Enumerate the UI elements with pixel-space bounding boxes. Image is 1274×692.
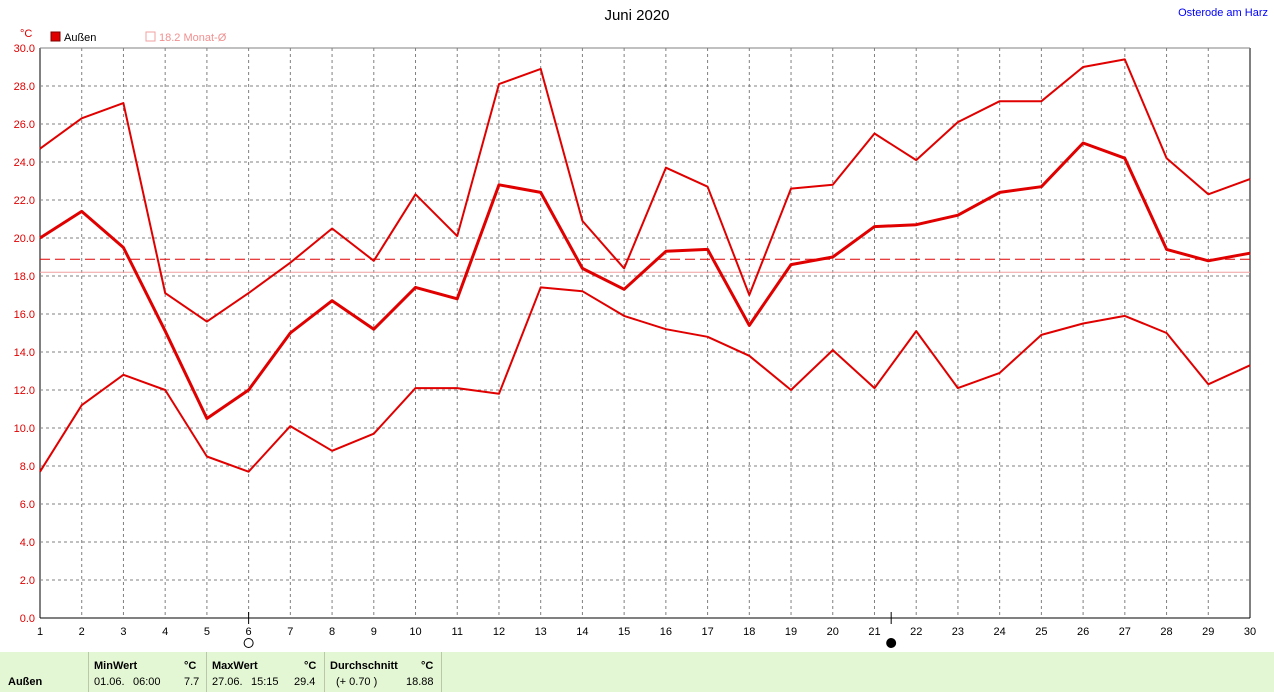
y-tick-label: 14.0 [14, 347, 35, 359]
y-tick-label: 26.0 [14, 119, 35, 131]
x-tick-label: 8 [329, 626, 335, 638]
x-tick-label: 13 [535, 626, 547, 638]
footer-divider [88, 652, 89, 692]
legend-series-swatch [50, 31, 61, 42]
avg-value: 18.88 [406, 676, 434, 688]
max-unit: °C [304, 660, 317, 672]
x-tick-label: 12 [493, 626, 505, 638]
x-tick-label: 14 [576, 626, 588, 638]
footer-divider [206, 652, 207, 692]
x-tick-label: 20 [827, 626, 839, 638]
location-label: Osterode am Harz [1178, 7, 1268, 19]
y-tick-label: 16.0 [14, 309, 35, 321]
min-unit: °C [184, 660, 197, 672]
x-tick-label: 23 [952, 626, 964, 638]
footer-divider [324, 652, 325, 692]
max-time: 15:15 [251, 676, 279, 688]
y-tick-label: 0.0 [20, 613, 35, 625]
stats-footer: Außen MinWert °C 01.06. 06:00 7.7 MaxWer… [0, 652, 1274, 692]
avg-header: Durchschnitt [330, 660, 398, 672]
x-tick-label: 21 [868, 626, 880, 638]
min-time: 06:00 [133, 676, 161, 688]
footer-row-label: Außen [8, 676, 43, 688]
series-line-max [39, 58, 1251, 323]
x-tick-label: 25 [1035, 626, 1047, 638]
x-tick-label: 4 [162, 626, 168, 638]
x-tick-label: 26 [1077, 626, 1089, 638]
x-tick-label: 15 [618, 626, 630, 638]
new-moon-icon [886, 638, 897, 648]
footer-divider [441, 652, 442, 692]
temperature-chart: 0.0 2.0 4.0 6.0 8.0 10.0 12.0 14.0 16.0 18.0 20.0 2… [14, 7, 1268, 648]
x-tick-label: 28 [1160, 626, 1172, 638]
chart-title: Juni 2020 [604, 7, 669, 24]
max-header: MaxWert [212, 660, 258, 672]
x-tick-label: 19 [785, 626, 797, 638]
avg-delta: (+ 0.70 ) [336, 676, 378, 688]
x-tick-label: 7 [287, 626, 293, 638]
x-tick-label: 22 [910, 626, 922, 638]
y-axis-unit: °C [20, 28, 32, 40]
series-line-mean [39, 141, 1251, 420]
y-tick-label: 10.0 [14, 423, 35, 435]
x-tick-label: 6 [246, 626, 252, 638]
y-tick-label: 22.0 [14, 195, 35, 207]
min-header: MinWert [94, 660, 138, 672]
x-tick-label: 3 [120, 626, 126, 638]
y-tick-label: 24.0 [14, 157, 35, 169]
y-tick-label: 20.0 [14, 233, 35, 245]
x-tick-label: 2 [79, 626, 85, 638]
y-tick-label: 6.0 [20, 499, 35, 511]
x-tick-label: 18 [743, 626, 755, 638]
x-tick-label: 10 [409, 626, 421, 638]
x-tick-label: 17 [701, 626, 713, 638]
x-tick-label: 27 [1119, 626, 1131, 638]
y-tick-label: 12.0 [14, 385, 35, 397]
avg-unit: °C [421, 660, 434, 672]
min-date: 01.06. [94, 676, 125, 688]
x-tick-label: 1 [37, 626, 43, 638]
x-tick-label: 16 [660, 626, 672, 638]
series-line-min [39, 286, 1251, 473]
y-tick-label: 18.0 [14, 271, 35, 283]
max-date: 27.06. [212, 676, 243, 688]
legend-series-label: Außen [64, 32, 96, 44]
y-tick-label: 4.0 [20, 537, 35, 549]
full-moon-icon [243, 638, 254, 648]
y-tick-label: 30.0 [14, 43, 35, 55]
legend-avg-label: 18.2 Monat-Ø [159, 32, 227, 44]
y-tick-label: 28.0 [14, 81, 35, 93]
max-value: 29.4 [294, 676, 316, 688]
plot-area [40, 48, 1250, 618]
x-tick-label: 24 [994, 626, 1006, 638]
x-tick-label: 11 [452, 626, 463, 638]
y-tick-label: 8.0 [20, 461, 35, 473]
x-tick-label: 5 [204, 626, 210, 638]
legend-avg-swatch [145, 31, 156, 42]
min-value: 7.7 [184, 676, 200, 688]
x-tick-label: 30 [1244, 626, 1256, 638]
y-tick-label: 2.0 [20, 575, 35, 587]
x-tick-label: 9 [371, 626, 377, 638]
x-tick-label: 29 [1202, 626, 1214, 638]
